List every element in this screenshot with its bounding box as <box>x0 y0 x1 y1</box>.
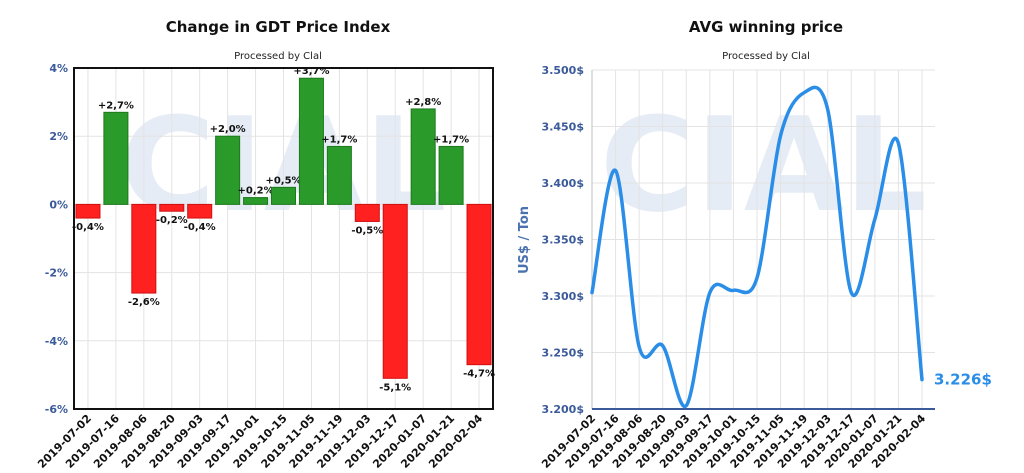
bar <box>438 145 464 205</box>
right-chart-subtitle: Processed by Clal <box>722 51 810 62</box>
bar <box>159 203 185 212</box>
bar <box>103 111 129 205</box>
bar <box>270 186 297 205</box>
data-label: +0,2% <box>238 186 274 197</box>
y-tick-label: 0% <box>49 198 68 211</box>
avg-price-chart: AVG winning price Processed by Clal US$ … <box>517 18 992 471</box>
data-label: -4,7% <box>463 369 495 380</box>
bar <box>215 135 241 205</box>
bar <box>410 108 436 205</box>
bar <box>75 203 101 219</box>
bar <box>298 77 324 205</box>
data-label: +0,5% <box>265 175 301 186</box>
data-label: +3,7% <box>293 66 329 77</box>
data-label: -0,4% <box>184 222 216 233</box>
y-tick-label: 3.300$ <box>542 290 584 303</box>
left-chart-subtitle: Processed by Clal <box>234 51 322 62</box>
data-label: +2,7% <box>98 100 134 111</box>
y-tick-label: 3.500$ <box>542 64 584 77</box>
right-plot-area: CIAL 3.500$ 3.450$ 3.400$ 3.350$ 3.300$ 3.250$… <box>539 64 992 471</box>
y-tick-label: -6% <box>45 403 68 416</box>
bar <box>354 203 380 222</box>
bar <box>131 203 157 294</box>
left-chart-title: Change in GDT Price Index <box>166 18 391 36</box>
y-tick-label: 3.450$ <box>542 121 584 134</box>
data-label: +1,7% <box>321 134 357 145</box>
data-label: -0,2% <box>156 215 188 226</box>
y-tick-label: -4% <box>45 335 68 348</box>
bar <box>243 197 269 205</box>
y-tick-label: 3.350$ <box>542 234 584 247</box>
data-label: -0,5% <box>351 225 383 236</box>
watermark-right: CIAL <box>600 89 927 241</box>
y-tick-label: -2% <box>45 267 68 280</box>
bar <box>466 203 492 366</box>
left-plot-area: CIAL4%2%0%-2%-4%-6%-0,4%+2,7%-2,6%-0,2%-… <box>35 62 495 471</box>
bar <box>382 203 408 379</box>
bar <box>187 203 213 219</box>
data-label: -0,4% <box>72 222 104 233</box>
plot-frame <box>73 67 494 410</box>
y-tick-label: 3.400$ <box>542 177 584 190</box>
y-tick-label: 2% <box>49 130 68 143</box>
data-label: -5,1% <box>379 382 411 393</box>
bar <box>326 145 352 205</box>
right-y-axis-label: US$ / Ton <box>517 206 532 274</box>
data-label: -2,6% <box>128 297 160 308</box>
right-chart-title: AVG winning price <box>689 18 843 36</box>
y-tick-label: 3.250$ <box>542 347 584 360</box>
data-label: +2,0% <box>210 124 246 135</box>
data-label: +2,8% <box>405 97 441 108</box>
y-tick-label: 4% <box>49 62 68 75</box>
data-label: +1,7% <box>433 134 469 145</box>
price-line <box>590 85 924 409</box>
gdt-index-chart: Change in GDT Price Index Processed by C… <box>35 18 495 471</box>
y-tick-label: 3.200$ <box>542 403 584 416</box>
last-value-label: 3.226$ <box>934 371 992 389</box>
